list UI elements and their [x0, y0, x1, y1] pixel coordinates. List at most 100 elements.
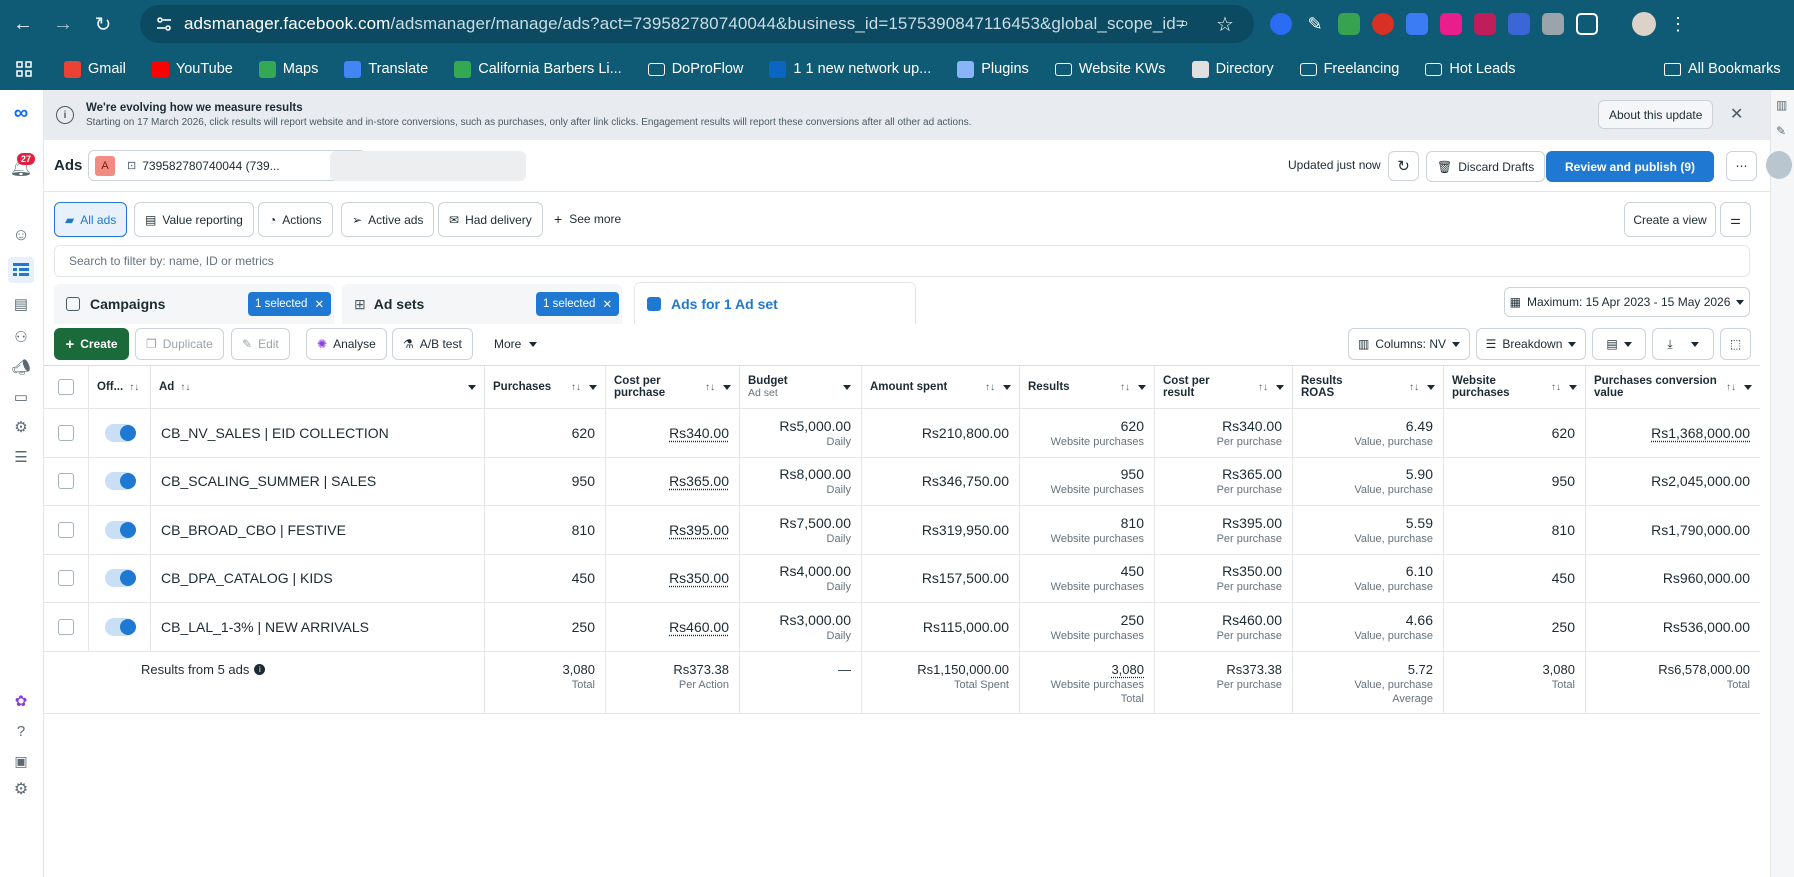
business-settings-icon[interactable]: ⚙ [14, 419, 28, 436]
bookmark-item[interactable]: Freelancing [1299, 61, 1399, 77]
all-bookmarks[interactable]: All Bookmarks [1664, 61, 1781, 77]
reload-icon[interactable]: ↻ [94, 13, 112, 36]
back-icon[interactable]: ← [13, 12, 33, 35]
search-filter-input[interactable]: Search to filter by: name, ID or metrics [54, 245, 1750, 277]
extension-icon[interactable] [1372, 13, 1394, 35]
tab-active-ads[interactable]: ➢ Active ads [341, 202, 435, 237]
account-selector[interactable]: A ⊡ 739582780740044 (739... [88, 150, 366, 181]
row-checkbox[interactable] [58, 521, 74, 538]
row-checkbox[interactable] [58, 424, 74, 441]
column-header-results-roas[interactable]: Results ROAS ↑↓ [1292, 366, 1443, 408]
settings-gear-icon[interactable]: ⚙ [13, 781, 29, 798]
chevron-down-icon[interactable] [1138, 384, 1146, 390]
sort-icon[interactable]: ↑↓ [1726, 381, 1736, 393]
apps-grid-icon[interactable] [4, 61, 44, 77]
bookmark-item[interactable]: Translate [344, 60, 428, 78]
column-header-amount-spent[interactable]: Amount spent ↑↓ [861, 366, 1019, 408]
bookmark-item[interactable]: 1 1 new network up... [769, 60, 931, 78]
site-settings-icon[interactable] [154, 14, 174, 34]
more-dropdown[interactable]: More [494, 337, 538, 351]
ad-sets-selected-chip[interactable]: 1 selected ✕ [536, 292, 620, 316]
chevron-down-icon[interactable] [468, 384, 476, 390]
chevron-down-icon[interactable] [1003, 384, 1011, 390]
column-header-budget[interactable]: Budget Ad set [739, 366, 861, 408]
select-all-checkbox[interactable] [58, 379, 74, 395]
table-row[interactable]: CB_SCALING_SUMMER | SALES 950 Rs365.00 Rs8,… [44, 457, 1760, 506]
column-header-off[interactable]: Off... ↑↓ [88, 366, 150, 408]
tab-all-ads[interactable]: ▰ All ads [54, 202, 128, 237]
news-icon[interactable]: ▣ [14, 752, 28, 769]
all-tools-icon[interactable]: ☰ [14, 449, 28, 466]
address-bar[interactable]: adsmanager.facebook.com/adsmanager/manag… [140, 5, 1254, 43]
breakdown-dropdown[interactable]: ☰ Breakdown [1476, 328, 1586, 360]
bookmark-item[interactable]: DoProFlow [647, 61, 743, 77]
sort-icon[interactable]: ↑↓ [1551, 381, 1561, 393]
forward-icon[interactable]: → [53, 12, 73, 35]
column-header-cost-per-result[interactable]: Cost per result ↑↓ [1154, 366, 1292, 408]
sort-icon[interactable]: ↑↓ [180, 381, 191, 393]
chevron-down-icon[interactable] [843, 385, 851, 390]
table-row[interactable]: CB_NV_SALES | EID COLLECTION 620 Rs340.00 R… [44, 409, 1760, 458]
chevron-down-icon[interactable] [723, 384, 731, 390]
chevron-down-icon[interactable] [1744, 384, 1752, 390]
ad-name-link[interactable]: CB_BROAD_CBO | FESTIVE [161, 521, 346, 538]
campaigns-table-icon[interactable] [8, 257, 34, 283]
bookmark-item[interactable]: Plugins [957, 60, 1029, 78]
profile-avatar[interactable] [1632, 12, 1656, 36]
column-header-cost-per-purchase[interactable]: Cost per purchase ↑↓ [605, 366, 739, 408]
menu-kebab-icon[interactable]: ⋮ [1669, 13, 1687, 34]
create-view-button[interactable]: Create a view [1624, 202, 1716, 237]
clear-selection-icon[interactable]: ✕ [314, 299, 325, 311]
close-notice-icon[interactable]: ✕ [1730, 106, 1744, 123]
review-publish-button[interactable]: Review and publish (9) [1546, 151, 1714, 182]
ad-status-toggle[interactable] [104, 520, 136, 539]
sort-icon[interactable]: ↑↓ [571, 381, 581, 393]
sort-icon[interactable]: ↑↓ [1409, 381, 1419, 393]
sort-icon[interactable]: ↑↓ [1258, 381, 1268, 393]
clear-selection-icon[interactable]: ✕ [602, 299, 613, 311]
column-header-results[interactable]: Results ↑↓ [1019, 366, 1154, 408]
help-icon[interactable]: ? [16, 722, 26, 740]
refresh-button[interactable]: ↻ [1388, 151, 1419, 181]
advertising-icon[interactable]: 📣︎ [11, 359, 31, 376]
tab-ads[interactable]: Ads for 1 Ad set [634, 282, 916, 324]
ad-status-toggle[interactable] [104, 617, 136, 636]
tab-campaigns[interactable]: Campaigns 1 selected ✕ [54, 284, 334, 324]
analyse-button[interactable]: ✺ Analyse [306, 328, 387, 360]
column-header-ad[interactable]: Ad ↑↓ [150, 366, 484, 408]
ad-status-toggle[interactable] [104, 423, 136, 442]
info-icon[interactable]: i [254, 663, 266, 675]
ad-status-toggle[interactable] [104, 569, 136, 588]
chart-view-button[interactable]: ⬚ [1720, 328, 1751, 360]
eyedropper-icon[interactable]: ✎ [1307, 13, 1323, 34]
extension-icon[interactable] [1270, 13, 1292, 35]
tab-ad-sets[interactable]: ⊞ Ad sets 1 selected ✕ [342, 284, 622, 324]
row-checkbox[interactable] [58, 570, 74, 587]
bookmark-item[interactable]: Hot Leads [1425, 61, 1515, 77]
chart-icon[interactable]: ▥ [1776, 98, 1788, 112]
chevron-down-icon[interactable] [589, 384, 597, 390]
reports-icon[interactable]: ▤ [13, 296, 29, 313]
reports-dropdown[interactable]: ▤ [1592, 328, 1646, 360]
ad-name-link[interactable]: CB_NV_SALES | EID COLLECTION [161, 424, 389, 441]
edit-button[interactable]: ✎ Edit [231, 328, 290, 360]
row-checkbox[interactable] [58, 473, 74, 490]
zoom-search-icon[interactable]: ⌕ [1180, 15, 1189, 32]
bookmark-item[interactable]: YouTube [151, 60, 233, 78]
sort-icon[interactable]: ↑↓ [985, 381, 995, 393]
sort-icon[interactable]: ↑↓ [1120, 381, 1130, 393]
account-overview-icon[interactable]: ☺ [12, 225, 30, 244]
bookmark-item[interactable]: California Barbers Li... [454, 60, 622, 78]
table-row[interactable]: CB_BROAD_CBO | FESTIVE 810 Rs395.00 Rs7,500… [44, 506, 1760, 555]
chevron-down-icon[interactable] [1276, 384, 1284, 390]
table-row[interactable]: CB_LAL_1-3% | NEW ARRIVALS 250 Rs460.00 Rs3… [44, 603, 1760, 652]
table-row[interactable]: CB_DPA_CATALOG | KIDS 450 Rs350.00 Rs4,000.… [44, 554, 1760, 603]
tag-icon[interactable] [1406, 13, 1428, 35]
export-button[interactable]: ⤓ [1652, 328, 1714, 360]
more-options-button[interactable]: ⋯ [1726, 151, 1757, 181]
chevron-down-icon[interactable] [1569, 384, 1577, 390]
duplicate-button[interactable]: ❐ Duplicate [135, 328, 224, 360]
row-checkbox[interactable] [58, 618, 74, 635]
discard-drafts-button[interactable]: 🗑︎ Discard Drafts [1426, 151, 1546, 182]
tab-actions[interactable]: ◔ Actions [258, 202, 333, 237]
